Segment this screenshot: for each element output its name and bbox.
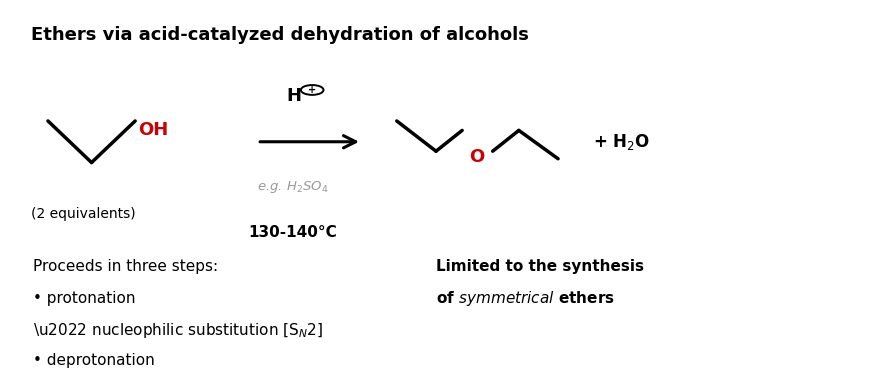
Text: e.g. H$_2$SO$_4$: e.g. H$_2$SO$_4$: [257, 179, 329, 195]
Text: Limited to the synthesis: Limited to the synthesis: [436, 259, 644, 274]
Text: Proceeds in three steps:: Proceeds in three steps:: [33, 259, 218, 274]
Text: Ethers via acid-catalyzed dehydration of alcohols: Ethers via acid-catalyzed dehydration of…: [31, 26, 528, 45]
Text: • deprotonation: • deprotonation: [33, 353, 155, 369]
Text: • protonation: • protonation: [33, 291, 136, 306]
Text: of $\mathit{symmetrical}$ ethers: of $\mathit{symmetrical}$ ethers: [436, 289, 615, 308]
Text: (2 equivalents): (2 equivalents): [31, 206, 135, 221]
Text: H: H: [286, 87, 302, 105]
Text: O: O: [469, 148, 485, 166]
Text: +: +: [308, 85, 317, 95]
Text: 130-140°C: 130-140°C: [249, 225, 337, 240]
Text: + H$_2$O: + H$_2$O: [593, 132, 650, 152]
Text: OH: OH: [138, 121, 168, 139]
Text: \u2022 nucleophilic substitution [S$_N$2]: \u2022 nucleophilic substitution [S$_N$2…: [33, 321, 324, 340]
